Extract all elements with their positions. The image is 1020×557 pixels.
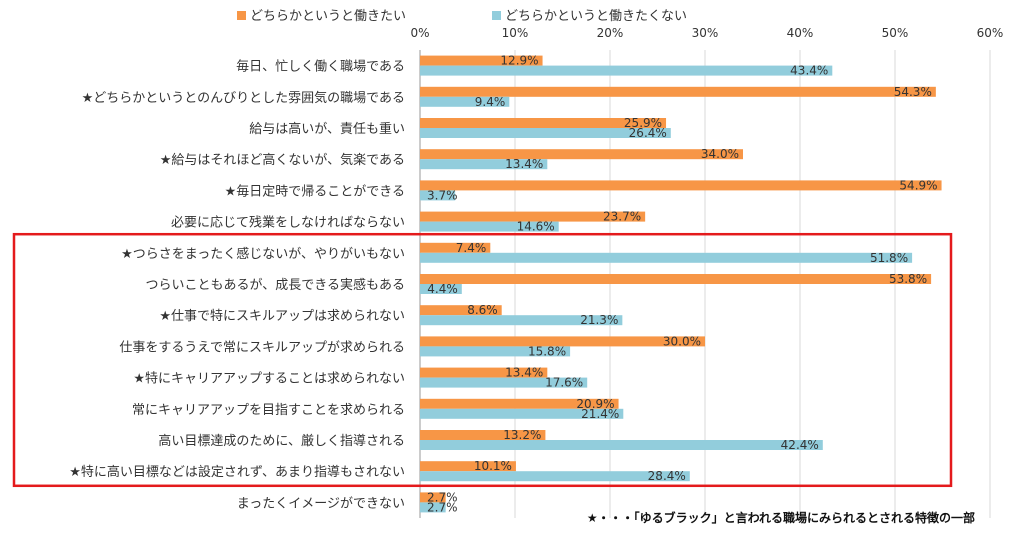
data-label: 42.4% [781,438,819,452]
bar-not-want [420,65,833,76]
category-label: つらいこともあるが、成長できる実感もある [146,277,405,293]
footnote: ★・・・「ゆるブラック」と言われる職場にみられるとされる特徴の一部 [587,510,975,525]
category-label: ★仕事で特にスキルアップは求められない [159,309,405,324]
category-label: 必要に応じて残業をしなければならない [171,215,405,231]
data-label: 4.4% [427,282,458,296]
category-label: ★つらさをまったく感じないが、やりがいもない [121,246,405,262]
bar-want [420,55,543,66]
tick-label: 40% [787,26,814,40]
tick-label: 30% [692,26,719,40]
legend-swatch [237,11,246,20]
data-label: 30.0% [663,334,701,348]
bar-not-want [420,284,462,294]
data-label: 13.4% [505,157,543,171]
bar-not-want [420,408,624,419]
data-label: 34.0% [701,147,739,161]
data-label: 2.7% [427,500,458,514]
data-label: 28.4% [648,469,686,483]
data-label: 10.1% [474,459,512,473]
bar-want [420,180,942,191]
data-label: 7.4% [456,241,487,255]
data-label: 3.7% [427,188,458,202]
bar-not-want [420,128,671,138]
data-label: 43.4% [790,64,828,78]
category-label: 高い目標達成のために、厳しく指導される [158,433,405,449]
bar-not-want [420,315,623,326]
data-label: 51.8% [870,251,908,265]
data-label: 54.3% [894,85,932,99]
category-label: まったくイメージができない [237,496,405,511]
tick-label: 50% [882,26,909,40]
category-label: 常にキャリアアップを目指すことを求められる [132,403,405,418]
category-label: 仕事をするうえで常にスキルアップが求められる [119,340,405,355]
bar-want [420,118,667,128]
data-label: 53.8% [889,272,927,286]
bar-want [420,86,936,97]
legend-label: どちらかというと働きたくない [505,9,687,24]
bars [420,55,942,513]
category-label: ★特に高い目標などは設定されず、あまり指導もされない [69,464,405,480]
data-label: 23.7% [603,210,641,224]
bar-want [420,305,502,316]
category-label: ★特にキャリアアップすることは求められない [133,372,405,387]
data-label: 8.6% [467,303,498,317]
bar-want [420,430,546,440]
tick-label: 10% [502,26,529,40]
bar-want [420,211,646,222]
bar-not-want [420,252,913,263]
data-label: 13.2% [503,428,541,442]
bar-want [420,242,491,253]
category-label: ★毎日定時で帰ることができる [225,183,405,199]
data-label: 25.9% [624,116,662,130]
legend-label: どちらかというと働きたい [250,9,406,24]
data-label: 15.8% [528,344,566,358]
data-label: 17.6% [545,376,583,390]
bar-want [420,149,743,160]
bar-not-want [420,190,456,201]
data-label: 21.4% [581,407,619,421]
bar-not-want [420,471,690,482]
highlight-box [12,232,953,488]
bar-want [420,336,705,347]
data-label: 14.6% [517,220,555,234]
tick-label: 60% [977,26,1004,40]
legend-swatch [492,11,501,20]
tick-label: 0% [410,26,429,40]
data-label: 9.4% [475,95,506,109]
legend: どちらかというと働きたい どちらかというと働きたくない [237,9,687,24]
bar-not-want [420,159,548,170]
category-label: ★どちらかというとのんびりとした雰囲気の職場である [82,90,405,106]
bar-not-want [420,440,823,450]
bar-not-want [420,346,571,357]
bar-not-want [420,502,446,513]
data-label: 20.9% [576,397,614,411]
bar-want [420,274,932,284]
category-label: 給与は高いが、責任も重い [249,121,405,137]
data-labels: 12.9% 43.4% 54.3% 9.4% 25.9%26.4% 34.0% 13.4% 5… [427,54,938,515]
data-label: 54.9% [899,178,937,192]
data-label: 21.3% [580,313,618,327]
tick-label: 20% [597,26,624,40]
bar-not-want [420,221,559,232]
category-labels: 毎日、忙しく働く職場である ★どちらかというとのんびりとした雰囲気の職場である給与… [69,59,405,512]
category-label: 毎日、忙しく働く職場である [236,59,405,75]
x-axis-ticks: 0% 10% 20% 30% 40% 50% 60% [410,26,1003,40]
bar-not-want [420,96,510,107]
bar-want [420,461,516,472]
data-label: 2.7% [427,490,458,504]
bar-want [420,492,446,503]
category-label: ★給与はそれほど高くないが、気楽である [160,152,405,168]
bar-want [420,398,619,409]
data-label: 13.4% [505,366,543,380]
highlight-rect [12,232,953,488]
data-label: 12.9% [500,54,538,68]
bar-want [420,367,548,378]
data-label: 26.4% [629,126,667,140]
bar-not-want [420,377,588,388]
